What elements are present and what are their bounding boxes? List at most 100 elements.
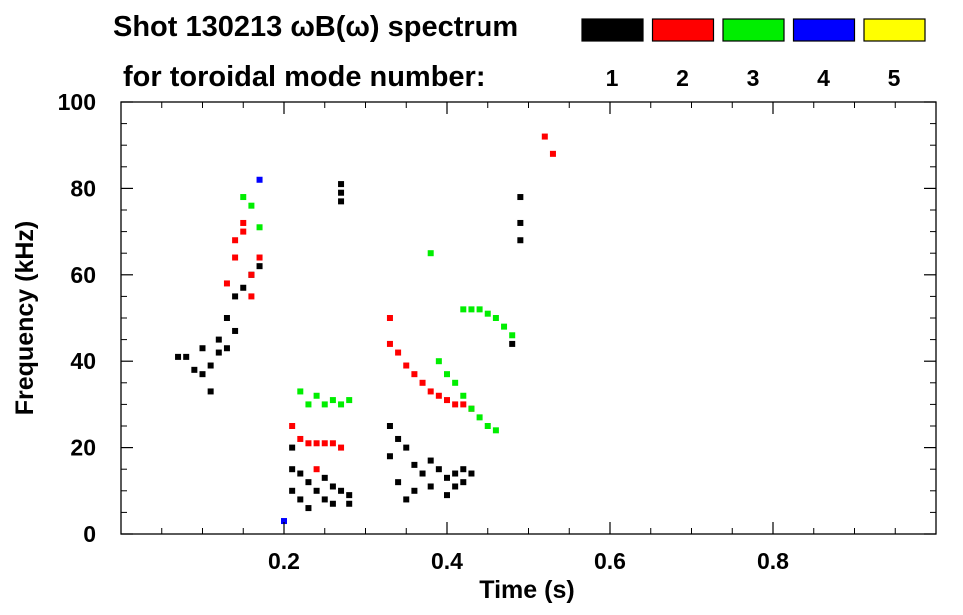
mode-2-point (549, 150, 556, 157)
mode-1-point (297, 496, 304, 503)
mode-1-point (329, 500, 336, 507)
mode-1-point (517, 237, 524, 244)
legend-swatch-3 (722, 18, 785, 42)
mode-2-point (248, 271, 255, 278)
mode-3-point (435, 358, 442, 365)
y-tick-label: 0 (83, 521, 96, 547)
mode-1-point (509, 340, 516, 347)
mode-3-point (492, 315, 499, 321)
mode-1-point (403, 496, 410, 503)
mode-1-point (346, 492, 353, 499)
mode-3-point (460, 306, 467, 313)
mode-2-point (452, 401, 459, 408)
mode-1-point (223, 345, 230, 352)
legend-label-4: 4 (817, 65, 830, 91)
mode-1-point (305, 479, 312, 486)
y-axis-label: Frequency (kHz) (11, 221, 39, 415)
mode-1-point (338, 198, 345, 205)
mode-2-point (411, 371, 418, 378)
mode-2-point (248, 293, 255, 300)
mode-1-point (207, 362, 214, 369)
mode-1-point (321, 474, 328, 481)
x-tick-label: 0.6 (594, 548, 626, 574)
mode-1-point (223, 315, 230, 321)
mode-3-point (248, 202, 255, 209)
axis-ticks: 0.2 0.4 0.6 0.8 0 20 40 60 80 100 (58, 89, 936, 574)
mode-1-point (411, 487, 418, 494)
mode-1-point (427, 483, 434, 490)
legend-swatch-5 (863, 18, 926, 42)
x-axis-label: Time (s) (479, 576, 574, 604)
mode-3-point (468, 306, 475, 313)
mode-3-point (468, 405, 475, 412)
mode-3-point (346, 397, 353, 404)
legend-swatch-4 (792, 18, 856, 42)
mode-1-point (232, 327, 239, 334)
mode-3-point (321, 401, 328, 408)
mode-3-point (476, 414, 483, 421)
plot-frame (120, 101, 937, 535)
mode-1-point (460, 466, 467, 473)
mode-1-point (289, 466, 296, 473)
legend-label-3: 3 (747, 65, 760, 91)
chart-title-line2: for toroidal mode number: (123, 61, 486, 93)
mode-4-point (281, 518, 287, 525)
mode-1-point (215, 349, 222, 356)
mode-1-point (191, 366, 198, 373)
mode-3-point (484, 310, 491, 317)
mode-3-point (484, 423, 491, 429)
legend-swatch-1 (581, 18, 644, 42)
mode-2-point (460, 401, 467, 408)
mode-2-point (444, 397, 450, 404)
x-tick-label: 0.8 (757, 548, 789, 574)
legend-label-5: 5 (888, 65, 901, 91)
legend-label-2: 2 (676, 65, 689, 91)
mode-1-point (321, 496, 328, 503)
mode-1-point (256, 263, 263, 270)
mode-2-point (329, 440, 336, 447)
mode-3-point (313, 392, 320, 399)
mode-3-point (338, 401, 345, 408)
mode-1-point (517, 219, 524, 226)
mode-2-point (240, 228, 247, 235)
mode-1-point (427, 457, 434, 464)
mode-1-point (297, 470, 304, 477)
legend-swatch-2 (651, 18, 715, 42)
mode-1-point (468, 470, 475, 477)
mode-3-point (427, 250, 434, 257)
chart-title-line1: Shot 130213 ωB(ω) spectrum (113, 11, 518, 43)
mode-4-point (256, 176, 263, 183)
mode-1-point (305, 505, 312, 512)
spectrum-data (175, 133, 556, 525)
y-tick-label: 60 (70, 262, 96, 288)
mode-1-point (386, 453, 393, 460)
mode-1-point (346, 500, 353, 507)
mode-1-point (175, 353, 182, 360)
mode-1-point (517, 194, 524, 201)
mode-1-point (452, 483, 459, 490)
mode-2-point (541, 133, 548, 140)
mode-1-point (338, 189, 345, 196)
mode-1-point (329, 483, 336, 490)
mode-1-point (460, 479, 467, 486)
mode-1-point (240, 284, 247, 291)
mode-2-point (386, 315, 393, 321)
mode-1-point (403, 444, 410, 451)
mode-1-point (435, 466, 442, 473)
mode-1-point (386, 423, 393, 429)
mode-1-point (289, 444, 296, 451)
mode-1-point (313, 487, 320, 494)
mode-1-point (289, 487, 296, 494)
mode-1-point (444, 492, 450, 499)
mode-2-point (305, 440, 312, 447)
mode-2-point (240, 219, 247, 226)
mode-3-point (452, 379, 459, 386)
mode-3-point (509, 332, 516, 339)
y-tick-label: 100 (58, 89, 96, 115)
x-tick-label: 0.2 (268, 548, 300, 574)
mode-3-point (297, 388, 304, 395)
mode-1-point (452, 470, 459, 477)
mode-1-point (395, 435, 402, 442)
mode-2-point (289, 423, 296, 429)
